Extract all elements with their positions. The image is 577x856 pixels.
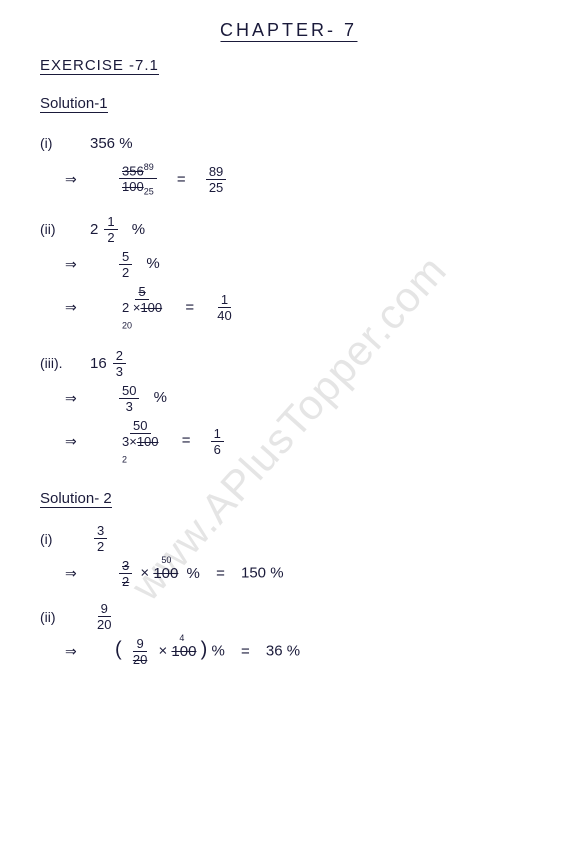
- roman-i: (i): [40, 531, 70, 547]
- equals: =: [216, 565, 225, 582]
- arrow-icon: ⇒: [40, 433, 95, 450]
- exercise-heading: EXERCISE -7.1: [40, 57, 159, 75]
- sol2-i-result: 150 %: [241, 565, 284, 582]
- sol2-i-frac: 3 2: [94, 524, 107, 553]
- sol2-i-line1: (i) 3 2: [40, 524, 537, 553]
- sol1-iii-line2: ⇒ 50 3 %: [40, 384, 537, 413]
- equals: =: [177, 171, 186, 188]
- arrow-icon: ⇒: [40, 390, 95, 407]
- sol1-i-line2: ⇒ 35689 10025 = 89 25: [40, 163, 537, 197]
- sol1-ii-line3: ⇒ 5 2 ×10020 = 1 40: [40, 285, 537, 331]
- equals: =: [185, 299, 194, 316]
- page-content: CHAPTER- 7 EXERCISE -7.1 Solution-1 (i) …: [0, 0, 577, 692]
- roman-ii: (ii): [40, 609, 70, 625]
- sol1-i-line1: (i) 356 %: [40, 129, 537, 157]
- sol1-i-frac1: 35689 10025: [119, 163, 157, 197]
- sol2-i-step: 3 2: [119, 559, 132, 588]
- roman-i: (i): [40, 135, 70, 151]
- arrow-icon: ⇒: [40, 565, 95, 582]
- sol2-ii-line2: ⇒ ( 9 20 × 4 100 ) % = 36 %: [40, 637, 537, 666]
- sol1-ii-line2: ⇒ 5 2 %: [40, 250, 537, 279]
- sol1-i-expr: 356 %: [90, 135, 133, 152]
- sol1-iii-frac2: 50 3×1002: [119, 419, 162, 465]
- sol1-iii-line1: (iii). 16 23: [40, 349, 537, 378]
- sol1-ii-mixed: 2 12: [90, 215, 122, 244]
- sol1-ii-frac2: 5 2 ×10020: [119, 285, 165, 331]
- sol2-ii-step: 9 20: [130, 637, 150, 666]
- roman-ii: (ii): [40, 221, 70, 237]
- sol1-iii-frac1: 50 3: [119, 384, 139, 413]
- sol1-ii-frac1: 5 2: [119, 250, 132, 279]
- equals: =: [182, 432, 191, 449]
- chapter-title: CHAPTER- 7: [220, 20, 357, 42]
- arrow-icon: ⇒: [40, 171, 95, 188]
- sol2-ii-result: 36 %: [266, 643, 300, 660]
- arrow-icon: ⇒: [40, 299, 95, 316]
- roman-iii: (iii).: [40, 355, 70, 371]
- arrow-icon: ⇒: [40, 643, 95, 660]
- sol1-ii-result: 1 40: [214, 293, 234, 322]
- sol1-iii-line3: ⇒ 50 3×1002 = 1 6: [40, 419, 537, 465]
- sol2-ii-line1: (ii) 9 20: [40, 602, 537, 631]
- sol2-ii-frac: 9 20: [94, 602, 114, 631]
- sol1-iii-result: 1 6: [211, 427, 224, 456]
- solution-1-heading: Solution-1: [40, 95, 108, 113]
- solution-2-heading: Solution- 2: [40, 490, 112, 508]
- sol1-ii-line1: (ii) 2 12 %: [40, 215, 537, 244]
- equals: =: [241, 643, 250, 660]
- sol1-i-result: 89 25: [206, 165, 226, 194]
- sol2-i-line2: ⇒ 3 2 × 50 100 % = 150 %: [40, 559, 537, 588]
- sol1-iii-mixed: 16 23: [90, 349, 130, 378]
- arrow-icon: ⇒: [40, 256, 95, 273]
